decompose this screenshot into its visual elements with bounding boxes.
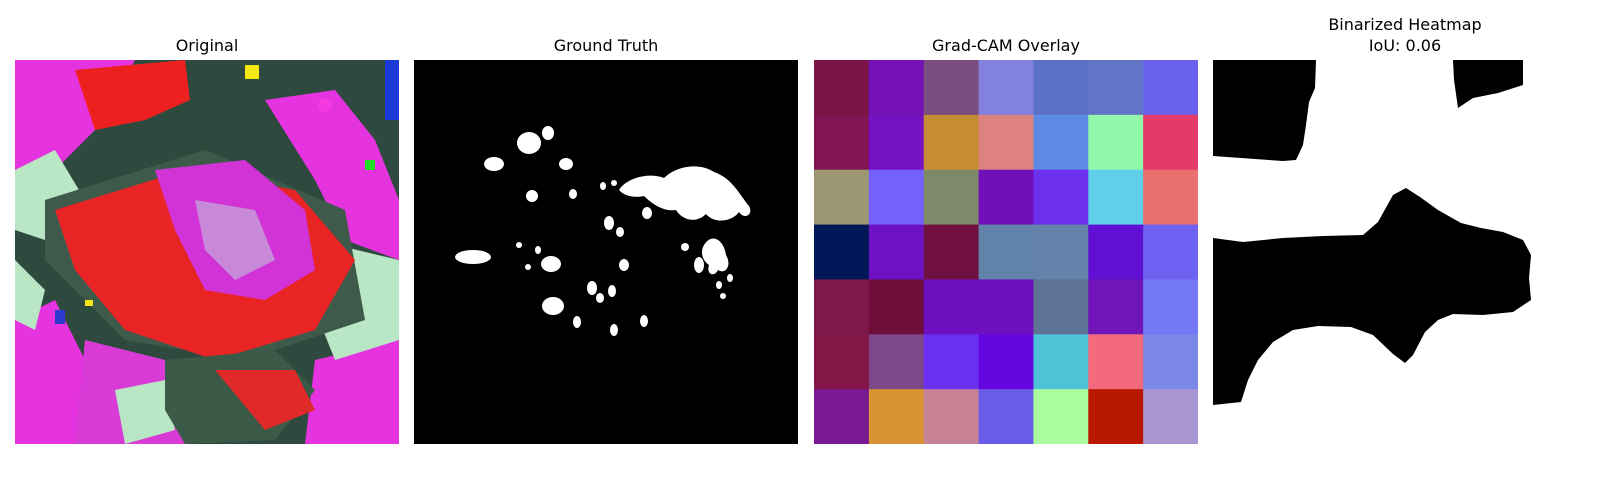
gradcam-cell <box>868 334 925 390</box>
original-title: Original <box>175 36 239 55</box>
gradcam-cell <box>1143 60 1198 116</box>
binarized-panel: Binarized Heatmap IoU: 0.06 <box>1213 0 1597 500</box>
gradcam-cell <box>1088 169 1144 226</box>
gradcam-cell <box>923 169 980 226</box>
gradcam-cell <box>1088 389 1144 444</box>
gradcam-cell <box>978 60 1034 116</box>
gradcam-cell <box>1088 279 1144 335</box>
gradcam-cell <box>814 169 870 226</box>
gradcam-cell <box>923 279 980 335</box>
gradcam-cell <box>814 224 870 280</box>
gradcam-cell <box>1033 334 1089 390</box>
gradcam-title: Grad-CAM Overlay <box>932 36 1080 55</box>
gradcam-cell <box>1143 224 1198 280</box>
gradcam-cell <box>923 224 980 280</box>
gradcam-cell <box>1033 114 1089 171</box>
gradcam-cell <box>978 279 1034 335</box>
gradcam-cell <box>1033 389 1089 444</box>
gradcam-cell <box>978 224 1034 280</box>
gradcam-cell <box>814 60 870 116</box>
gradcam-heatmap <box>814 60 1198 444</box>
gradcam-cell <box>868 114 925 171</box>
gradcam-cell <box>1033 279 1089 335</box>
ground-truth-panel: Ground Truth <box>414 0 798 500</box>
gradcam-cell <box>1033 169 1089 226</box>
gradcam-cell <box>1143 169 1198 226</box>
gradcam-cell <box>1088 114 1144 171</box>
gradcam-cell <box>923 60 980 116</box>
gradcam-cell <box>1088 60 1144 116</box>
gradcam-cell <box>1143 389 1198 444</box>
gradcam-cell <box>868 279 925 335</box>
gradcam-cell <box>978 169 1034 226</box>
gradcam-cell <box>868 389 925 444</box>
gradcam-cell <box>868 224 925 280</box>
gradcam-cell <box>1033 224 1089 280</box>
gradcam-cell <box>978 334 1034 390</box>
gradcam-cell <box>868 169 925 226</box>
gradcam-cell <box>868 60 925 116</box>
gradcam-cell <box>814 279 870 335</box>
gradcam-cell <box>1088 224 1144 280</box>
original-image <box>15 60 399 444</box>
gradcam-cell <box>923 389 980 444</box>
gradcam-cell <box>814 334 870 390</box>
gradcam-grid <box>814 60 1198 444</box>
ground-truth-title: Ground Truth <box>553 36 659 55</box>
binarized-mask <box>1213 60 1597 444</box>
gradcam-cell <box>923 114 980 171</box>
gradcam-cell <box>1143 114 1198 171</box>
original-panel: Original <box>15 0 399 500</box>
gradcam-cell <box>978 114 1034 171</box>
iou-label: IoU: 0.06 <box>1368 36 1442 55</box>
gradcam-panel: Grad-CAM Overlay <box>814 0 1198 500</box>
gradcam-cell <box>814 114 870 171</box>
binarized-title: Binarized Heatmap <box>1328 15 1482 34</box>
gradcam-cell <box>923 334 980 390</box>
gradcam-cell <box>978 389 1034 444</box>
gradcam-cell <box>1088 334 1144 390</box>
gradcam-cell <box>814 389 870 444</box>
ground-truth-mask <box>414 60 798 444</box>
gradcam-cell <box>1143 279 1198 335</box>
gradcam-cell <box>1143 334 1198 390</box>
gradcam-cell <box>1033 60 1089 116</box>
